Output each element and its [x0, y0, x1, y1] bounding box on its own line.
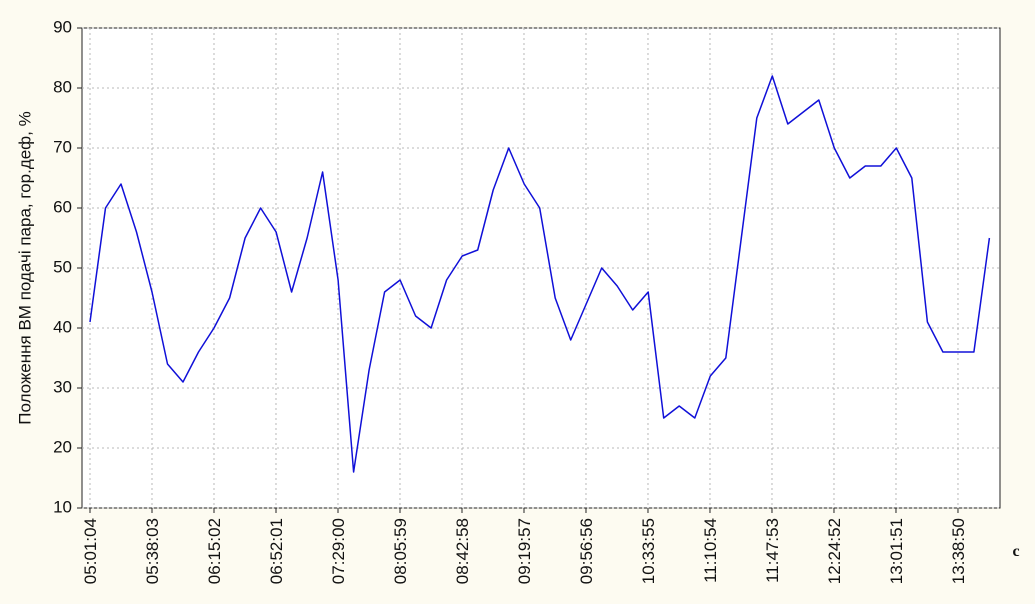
y-tick-label: 40 [53, 317, 72, 336]
x-tick-label: 06:52:01 [267, 518, 286, 584]
y-tick-label: 70 [53, 137, 72, 156]
x-tick-label: 11:47:53 [763, 518, 782, 583]
y-tick-label: 60 [53, 197, 72, 216]
y-tick-label: 80 [53, 77, 72, 96]
x-tick-label: 12:24:52 [825, 518, 844, 584]
y-tick-label: 50 [53, 257, 72, 276]
y-axis-label: Положення ВМ подачі пара, гор.деф, % [15, 111, 34, 424]
x-tick-label: 05:01:04 [81, 518, 100, 584]
x-tick-label: 13:38:50 [949, 518, 968, 584]
x-tick-label: 08:05:59 [391, 518, 410, 584]
x-axis-label: c [1012, 543, 1019, 560]
y-tick-label: 20 [53, 437, 72, 456]
x-tick-label: 13:01:51 [887, 518, 906, 584]
x-tick-label: 10:33:55 [639, 518, 658, 584]
x-tick-label: 05:38:03 [143, 518, 162, 584]
x-tick-label: 07:29:00 [329, 518, 348, 584]
x-tick-label: 09:19:57 [515, 518, 534, 584]
x-tick-label: 08:42:58 [453, 518, 472, 584]
y-tick-label: 10 [53, 497, 72, 516]
y-tick-label: 90 [53, 17, 72, 36]
x-tick-label: 09:56:56 [577, 518, 596, 584]
x-tick-label: 11:10:54 [701, 518, 720, 583]
x-tick-label: 06:15:02 [205, 518, 224, 584]
y-tick-label: 30 [53, 377, 72, 396]
data-line [89, 75, 991, 473]
